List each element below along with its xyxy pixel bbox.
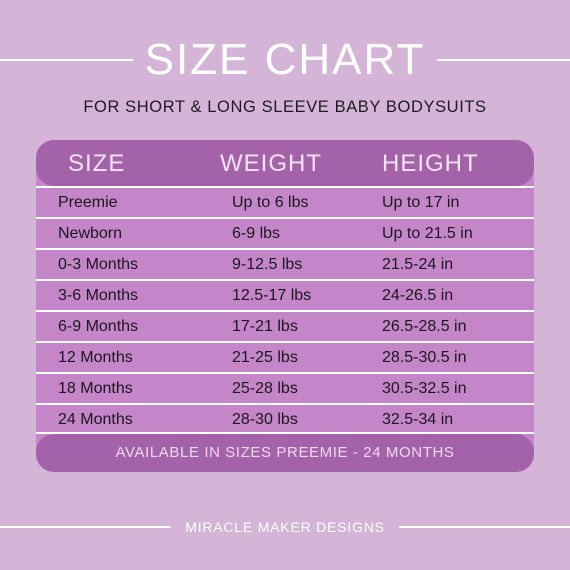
row-divider <box>36 248 534 250</box>
table-row: 0-3 Months 9-12.5 lbs 21.5-24 in <box>36 248 534 278</box>
size-table: SIZE WEIGHT HEIGHT Preemie Up to 6 lbs U… <box>36 140 534 472</box>
column-header-size: SIZE <box>68 150 126 177</box>
cell-weight: 9-12.5 lbs <box>232 256 303 273</box>
brand-divider-right <box>399 526 570 528</box>
cell-size: Newborn <box>58 225 123 242</box>
page-subtitle: FOR SHORT & LONG SLEEVE BABY BODYSUITS <box>83 98 487 116</box>
row-divider <box>36 279 534 281</box>
column-header-height: HEIGHT <box>382 150 479 177</box>
table-row: Preemie Up to 6 lbs Up to 17 in <box>36 186 534 216</box>
table-header: SIZE WEIGHT HEIGHT <box>36 140 534 186</box>
cell-size: 24 Months <box>58 411 133 428</box>
table-row: 3-6 Months 12.5-17 lbs 24-26.5 in <box>36 279 534 309</box>
brand-banner: MIRACLE MAKER DESIGNS <box>0 516 570 538</box>
table-footer: AVAILABLE IN SIZES PREEMIE - 24 MONTHS <box>36 434 534 472</box>
cell-height: 26.5-28.5 in <box>382 318 467 335</box>
row-divider <box>36 341 534 343</box>
cell-size: Preemie <box>58 194 118 211</box>
row-divider <box>36 310 534 312</box>
page-title: SIZE CHART <box>144 35 426 84</box>
row-divider <box>36 217 534 219</box>
cell-weight: 6-9 lbs <box>232 225 281 242</box>
cell-size: 3-6 Months <box>58 287 139 304</box>
availability-note: AVAILABLE IN SIZES PREEMIE - 24 MONTHS <box>115 444 455 461</box>
cell-weight: 28-30 lbs <box>232 411 298 428</box>
cell-weight: 21-25 lbs <box>232 349 298 366</box>
row-divider <box>36 403 534 405</box>
cell-size: 6-9 Months <box>58 318 139 335</box>
title-banner: SIZE CHART <box>0 32 570 88</box>
cell-height: 32.5-34 in <box>382 411 454 428</box>
column-header-weight: WEIGHT <box>220 150 322 177</box>
cell-height: 30.5-32.5 in <box>382 380 467 397</box>
cell-height: 24-26.5 in <box>382 287 454 304</box>
footer-divider <box>36 432 534 434</box>
cell-height: Up to 21.5 in <box>382 225 473 242</box>
table-row: 6-9 Months 17-21 lbs 26.5-28.5 in <box>36 310 534 340</box>
cell-height: 28.5-30.5 in <box>382 349 467 366</box>
table-row: 12 Months 21-25 lbs 28.5-30.5 in <box>36 341 534 371</box>
cell-weight: 12.5-17 lbs <box>232 287 312 304</box>
cell-weight: Up to 6 lbs <box>232 194 309 211</box>
table-row: 18 Months 25-28 lbs 30.5-32.5 in <box>36 372 534 402</box>
cell-height: Up to 17 in <box>382 194 460 211</box>
title-divider-left <box>0 59 133 61</box>
cell-size: 18 Months <box>58 380 133 397</box>
cell-height: 21.5-24 in <box>382 256 454 273</box>
row-divider <box>36 186 534 188</box>
brand-divider-left <box>0 526 171 528</box>
table-row: Newborn 6-9 lbs Up to 21.5 in <box>36 217 534 247</box>
title-divider-right <box>437 59 570 61</box>
table-row: 24 Months 28-30 lbs 32.5-34 in <box>36 403 534 433</box>
cell-size: 0-3 Months <box>58 256 139 273</box>
cell-size: 12 Months <box>58 349 133 366</box>
cell-weight: 25-28 lbs <box>232 380 298 397</box>
row-divider <box>36 372 534 374</box>
cell-weight: 17-21 lbs <box>232 318 298 335</box>
brand-name: MIRACLE MAKER DESIGNS <box>185 519 385 535</box>
